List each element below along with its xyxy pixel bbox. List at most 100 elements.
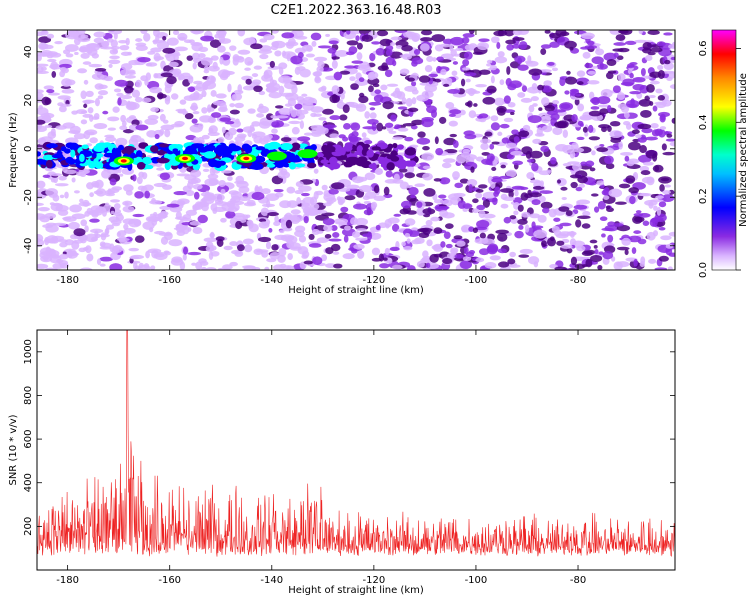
- heatmap-cell: [217, 45, 226, 53]
- heatmap-cell: [278, 85, 285, 95]
- heatmap-cell: [99, 263, 106, 267]
- heatmap-cell: [278, 107, 292, 116]
- heatmap-cell: [442, 158, 456, 163]
- heatmap-cell: [159, 172, 171, 181]
- heatmap-band-cell: [156, 157, 170, 164]
- heatmap-cell: [464, 44, 475, 51]
- heatmap-cell: [572, 163, 582, 172]
- heatmap-cell: [569, 174, 582, 179]
- heatmap-cell: [79, 267, 93, 270]
- heatmap-cell: [633, 230, 642, 234]
- heatmap-cell: [267, 212, 279, 217]
- heatmap-cell: [486, 85, 497, 94]
- heatmap-cell: [559, 31, 570, 37]
- heatmap-band-cell: [37, 158, 46, 165]
- heatmap-cell: [225, 210, 236, 219]
- heatmap-cell: [496, 41, 501, 50]
- heatmap-band-cell: [328, 156, 338, 165]
- heatmap-peak: [266, 151, 287, 161]
- heatmap-cell: [539, 69, 552, 73]
- heatmap-cell: [443, 231, 451, 240]
- heatmap-cell: [653, 205, 658, 211]
- heatmap-cell: [321, 184, 328, 191]
- heatmap-cell: [228, 190, 239, 195]
- heatmap-cell: [198, 46, 209, 53]
- heatmap-cell: [71, 177, 76, 183]
- heatmap-cell: [271, 30, 279, 34]
- heatmap-cell: [603, 52, 617, 62]
- heatmap-cell: [40, 66, 47, 71]
- heatmap-cell: [445, 223, 454, 229]
- heatmap-cell: [521, 85, 528, 93]
- heatmap-cell: [392, 264, 403, 270]
- heatmap-cell: [170, 93, 179, 100]
- heatmap-cell: [635, 134, 642, 139]
- heatmap-cell: [642, 161, 654, 166]
- heatmap-cell: [649, 101, 654, 106]
- heatmap-cell: [100, 242, 112, 249]
- heatmap-band-cell: [244, 144, 253, 154]
- heatmap-cell: [191, 30, 201, 35]
- heatmap-cell: [393, 213, 402, 217]
- heatmap-cell: [524, 224, 530, 233]
- heatmap-cell: [383, 186, 390, 196]
- heatmap-cell: [258, 221, 270, 229]
- heatmap-cell: [86, 253, 94, 262]
- heatmap-cell: [541, 125, 553, 133]
- heatmap-cell: [278, 247, 287, 257]
- heatmap-cell: [499, 79, 505, 86]
- heatmap-cell: [514, 190, 519, 197]
- snr-x-ticks: -180 -160 -140 -120 -100 -80: [56, 330, 586, 586]
- heatmap-cell: [576, 70, 586, 77]
- heatmap-cell: [664, 184, 672, 188]
- heatmap-cell: [513, 197, 523, 204]
- heatmap-cell: [96, 258, 102, 266]
- heatmap-cell: [520, 97, 533, 103]
- heatmap-cell: [591, 193, 599, 197]
- heatmap-cell: [328, 238, 342, 242]
- heatmap-band-cell: [193, 143, 205, 148]
- heatmap-cell: [85, 46, 93, 54]
- heatmap-cell: [569, 238, 577, 247]
- heatmap-cell: [310, 32, 322, 41]
- heatmap-cell: [313, 71, 321, 78]
- heatmap-cell: [136, 176, 143, 185]
- heatmap-cell: [322, 108, 334, 115]
- heatmap-cell: [521, 211, 531, 218]
- heatmap-cell: [660, 235, 672, 241]
- heatmap-cell: [143, 32, 151, 42]
- heatmap-cell: [273, 264, 284, 270]
- heatmap-cell: [491, 166, 497, 172]
- heatmap-band-cell: [150, 145, 159, 153]
- heatmap-cell: [126, 102, 140, 110]
- heatmap-cell: [652, 153, 658, 162]
- heatmap-cell: [208, 65, 220, 72]
- heatmap-cell: [597, 200, 606, 210]
- heatmap-cell: [663, 32, 673, 36]
- heatmap-cell: [642, 220, 650, 226]
- heatmap-band-cell: [371, 162, 377, 171]
- heatmap-cell: [625, 175, 636, 184]
- heatmap-cell: [227, 83, 232, 93]
- heatmap-cell: [464, 72, 477, 77]
- heatmap-cell: [333, 71, 343, 81]
- heatmap-cell: [275, 105, 284, 109]
- heatmap-cell: [475, 192, 483, 199]
- heatmap-cell: [339, 70, 351, 75]
- heatmap-cell: [590, 255, 603, 263]
- heatmap-cell: [368, 85, 374, 93]
- heatmap-cell: [297, 136, 311, 142]
- heatmap-cell: [195, 261, 203, 270]
- heatmap-cell: [337, 198, 344, 206]
- heatmap-cell: [399, 181, 409, 190]
- heatmap-cell: [46, 235, 59, 244]
- heatmap-cell: [198, 258, 207, 264]
- heatmap-cell: [37, 180, 46, 189]
- heatmap-cell: [409, 194, 416, 199]
- heatmap-cell: [37, 125, 47, 133]
- heatmap-cell: [376, 122, 384, 132]
- heatmap-cell: [624, 155, 630, 162]
- heatmap-cell: [190, 169, 202, 178]
- heatmap-cell: [390, 114, 397, 122]
- heatmap-cell: [280, 137, 292, 143]
